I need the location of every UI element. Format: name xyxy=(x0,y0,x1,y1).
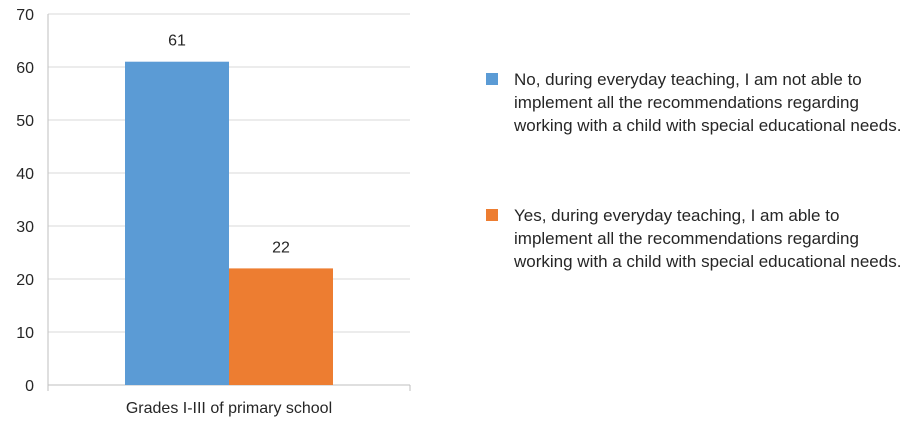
data-labels: 61 22 xyxy=(168,33,290,257)
bar-no xyxy=(125,61,229,385)
y-tick-label: 0 xyxy=(25,378,34,395)
y-tick-label: 20 xyxy=(16,272,34,289)
y-tick-label: 60 xyxy=(16,60,34,77)
legend-swatch-no xyxy=(486,73,498,85)
legend-item-yes: Yes, during everyday teaching, I am able… xyxy=(486,204,916,273)
legend: No, during everyday teaching, I am not a… xyxy=(486,68,916,273)
legend-swatch-yes xyxy=(486,209,498,221)
x-tick-labels: Grades I-III of primary school xyxy=(126,400,332,417)
y-tick-label: 40 xyxy=(16,166,34,183)
legend-item-no: No, during everyday teaching, I am not a… xyxy=(486,68,916,137)
bars xyxy=(125,61,333,385)
bar-yes xyxy=(229,268,333,385)
legend-label-no: No, during everyday teaching, I am not a… xyxy=(514,70,902,135)
y-tick-label: 10 xyxy=(16,325,34,342)
y-tick-label: 50 xyxy=(16,113,34,130)
y-tick-label: 70 xyxy=(16,7,34,24)
y-tick-label: 30 xyxy=(16,219,34,236)
legend-label-yes: Yes, during everyday teaching, I am able… xyxy=(514,206,902,271)
data-label: 61 xyxy=(168,33,186,50)
y-tick-labels: 0 10 20 30 40 50 60 70 xyxy=(16,7,34,395)
x-tick-label: Grades I-III of primary school xyxy=(126,400,332,417)
data-label: 22 xyxy=(272,239,290,256)
